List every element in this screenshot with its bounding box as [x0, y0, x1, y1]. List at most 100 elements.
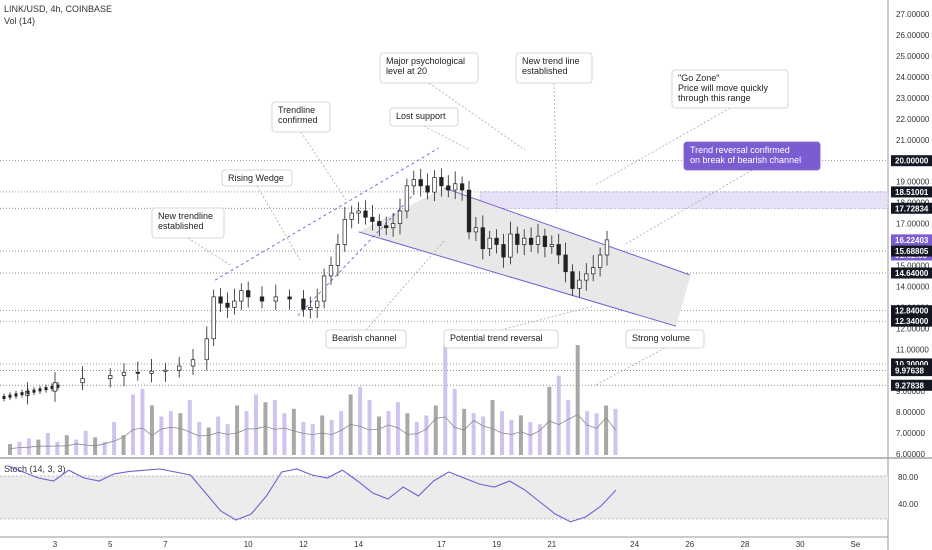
- candle: [528, 227, 534, 252]
- callout-text: Trend reversal confirmed: [690, 145, 790, 155]
- candle-body: [52, 382, 58, 392]
- candle-body: [377, 221, 382, 226]
- candle: [425, 173, 430, 200]
- candle-body: [542, 235, 548, 247]
- candle-body: [411, 179, 416, 187]
- candle-body: [418, 179, 423, 187]
- volume-bar: [490, 400, 495, 455]
- y-tick-label: 24.00000: [896, 73, 930, 82]
- candle: [466, 181, 472, 240]
- price-label: 20.00000: [895, 157, 929, 166]
- candle: [549, 235, 554, 254]
- callout-text: New trendline: [158, 211, 213, 221]
- volume-bar: [386, 411, 391, 455]
- candle: [315, 288, 320, 319]
- callout-leader: [423, 125, 471, 151]
- volume-bar: [613, 408, 618, 455]
- candle-body: [494, 237, 499, 245]
- callout-leader: [594, 107, 731, 186]
- candle: [363, 200, 368, 225]
- candle: [301, 289, 306, 317]
- candle-body: [32, 389, 36, 393]
- candle: [204, 326, 209, 371]
- price-label: 18.51001: [895, 188, 929, 197]
- volume-bar: [282, 413, 287, 455]
- price-label-bg: [891, 267, 932, 279]
- callout-box: [379, 52, 479, 84]
- volume-bar: [55, 441, 60, 455]
- candle-body: [487, 237, 492, 250]
- candle: [390, 212, 396, 237]
- candle: [190, 349, 196, 376]
- y-tick-label: 15.00000: [896, 261, 930, 270]
- candle: [459, 176, 465, 201]
- candle-body: [287, 296, 292, 300]
- price-label-bg: [891, 358, 932, 370]
- candle: [56, 382, 60, 391]
- callout-text: Strong volume: [632, 333, 690, 343]
- callout-box: [625, 329, 705, 349]
- callout-leader: [187, 237, 231, 266]
- volume-bar: [575, 345, 580, 455]
- candle: [108, 368, 113, 388]
- volume-bar: [414, 422, 419, 455]
- channel-lower-line: [358, 231, 677, 327]
- y-tick-label: 8.00000: [896, 408, 925, 417]
- x-tick-label: 10: [244, 540, 253, 549]
- candle: [211, 289, 216, 347]
- candle: [335, 233, 341, 277]
- callout-box: [671, 69, 789, 109]
- x-tick-label: 28: [741, 540, 750, 549]
- callout-text: confirmed: [278, 115, 318, 125]
- candle: [384, 216, 389, 236]
- candle: [80, 366, 85, 391]
- y-tick-label: 26.00000: [896, 31, 930, 40]
- candle-body: [301, 298, 306, 310]
- candle: [287, 289, 292, 310]
- candle: [577, 271, 582, 298]
- volume-bar: [36, 439, 41, 455]
- candle: [487, 230, 492, 257]
- callout-leader: [365, 239, 446, 331]
- stochastic-line: [7, 465, 617, 523]
- candle-body: [363, 210, 368, 218]
- bearish-channel-fill: [358, 187, 690, 327]
- volume-bar: [102, 441, 107, 455]
- candle-body: [459, 183, 465, 191]
- candle-body: [44, 387, 48, 391]
- y-tick-label: 17.00000: [896, 220, 930, 229]
- candle-body: [356, 210, 361, 214]
- candle-body: [121, 371, 127, 376]
- volume-bar: [433, 405, 438, 455]
- candle-body: [508, 233, 513, 258]
- candle-body: [473, 227, 479, 233]
- candle-body: [577, 279, 582, 289]
- y-tick-label: 27.00000: [896, 10, 930, 19]
- channel-upper-line: [443, 187, 690, 276]
- callout-leader: [553, 82, 558, 213]
- candle-body: [556, 244, 561, 256]
- stochastic-band: [0, 476, 888, 519]
- candle: [38, 385, 42, 394]
- candle-body: [190, 359, 196, 367]
- price-label-bg: [891, 305, 932, 317]
- candle-body: [14, 393, 18, 397]
- volume-bar: [566, 400, 571, 455]
- volume-bar: [339, 411, 344, 455]
- candle-body: [26, 390, 30, 394]
- candle-body: [20, 392, 24, 396]
- callout-text: on break of bearish channel: [690, 155, 801, 165]
- volume-bar: [45, 433, 50, 455]
- x-tick-label: 12: [299, 540, 308, 549]
- candle-body: [549, 244, 554, 247]
- price-label: 14.64000: [895, 269, 929, 278]
- candle-body: [591, 267, 596, 275]
- x-tick-label: 26: [685, 540, 694, 549]
- x-tick-label: 14: [354, 540, 363, 549]
- candle: [14, 390, 18, 399]
- volume-bar: [225, 424, 230, 455]
- candle-body: [56, 384, 60, 388]
- candle-body: [522, 237, 527, 245]
- callout-leader: [500, 305, 595, 331]
